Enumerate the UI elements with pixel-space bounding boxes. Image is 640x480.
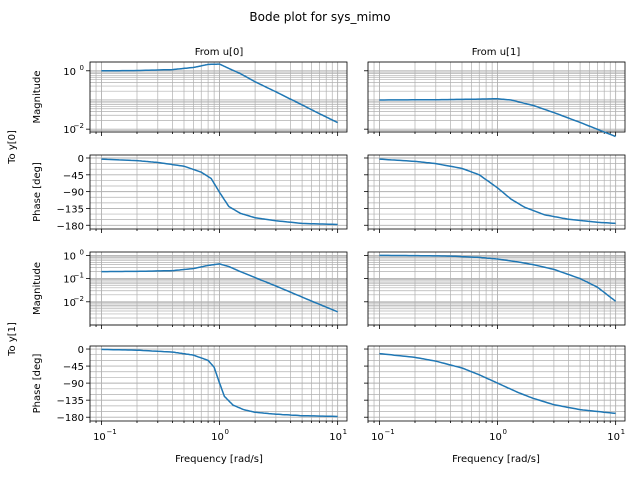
y-tick-label: 10 <box>63 275 76 286</box>
y-tick-label: −90 <box>63 188 84 199</box>
y-tick-label: −90 <box>63 379 84 390</box>
panel-1-1 <box>364 154 626 233</box>
axes-frame <box>367 61 626 133</box>
axes-frame <box>89 251 348 326</box>
y-tick-label: 10 <box>63 298 76 309</box>
series-line-0 <box>379 352 616 415</box>
series-line-0 <box>101 63 338 124</box>
axes-frame <box>367 251 626 326</box>
axes-frame <box>367 345 626 422</box>
y-tick-exponent: −2 <box>74 295 84 303</box>
y-tick-label: −45 <box>63 171 84 182</box>
series-line-0 <box>101 348 338 418</box>
axes-frame <box>367 154 626 230</box>
y-tick-label: −180 <box>57 413 84 424</box>
axes-frame <box>89 154 348 230</box>
x-tick-label: 10 <box>93 432 106 443</box>
y-axis-label: Phase [deg] <box>32 354 43 414</box>
y-tick-label: −135 <box>57 396 84 407</box>
panel-3-1: 10 −1 10 0 10 1 <box>364 345 626 443</box>
y-tick-label: −180 <box>57 221 84 232</box>
xlabel-right: Frequency [rad/s] <box>452 454 540 465</box>
col-title-u1: From u[1] <box>472 47 521 58</box>
y-axis-label: Magnitude <box>32 262 43 315</box>
x-tick-exponent: −1 <box>384 428 394 436</box>
y-tick-label: −45 <box>63 362 84 373</box>
y-tick-label: 10 <box>63 67 76 78</box>
y-tick-exponent: −1 <box>74 272 84 280</box>
x-tick-label: 10 <box>329 432 342 443</box>
y-tick-label: 0 <box>78 154 84 165</box>
axes-frame <box>89 345 348 422</box>
series-line-0 <box>379 158 616 225</box>
y-tick-label: 10 <box>63 125 76 136</box>
panel-0-1 <box>364 61 626 138</box>
x-tick-label: 10 <box>489 432 502 443</box>
y-tick-exponent: 0 <box>80 64 84 72</box>
series-line-0 <box>101 158 338 226</box>
row-title-y0: To y[0] <box>7 130 18 165</box>
series-line-0 <box>379 254 617 302</box>
x-tick-label: 10 <box>371 432 384 443</box>
x-tick-label: 10 <box>211 432 224 443</box>
xlabel-left: Frequency [rad/s] <box>175 454 263 465</box>
axes-frame <box>89 61 348 133</box>
x-tick-exponent: 0 <box>225 428 229 436</box>
x-tick-exponent: 0 <box>503 428 507 436</box>
y-tick-label: −135 <box>57 204 84 215</box>
panel-2-1 <box>364 251 626 329</box>
panel-1-0: 0 −45 −90 −135 −180 Phase [deg] <box>32 154 348 233</box>
y-axis-label: Magnitude <box>32 71 43 124</box>
y-tick-exponent: 0 <box>80 248 84 256</box>
series-line-0 <box>101 263 338 313</box>
x-tick-label: 10 <box>607 432 620 443</box>
x-tick-exponent: 1 <box>343 428 347 436</box>
y-tick-label: 10 <box>63 251 76 262</box>
series-line-0 <box>379 98 616 138</box>
y-tick-exponent: −2 <box>74 122 84 130</box>
row-title-y1: To y[1] <box>7 322 18 357</box>
x-tick-exponent: 1 <box>621 428 625 436</box>
col-title-u0: From u[0] <box>195 47 244 58</box>
figure-title: Bode plot for sys_mimo <box>249 10 390 24</box>
y-tick-label: 0 <box>78 345 84 356</box>
y-axis-label: Phase [deg] <box>32 162 43 222</box>
x-tick-exponent: −1 <box>106 428 116 436</box>
